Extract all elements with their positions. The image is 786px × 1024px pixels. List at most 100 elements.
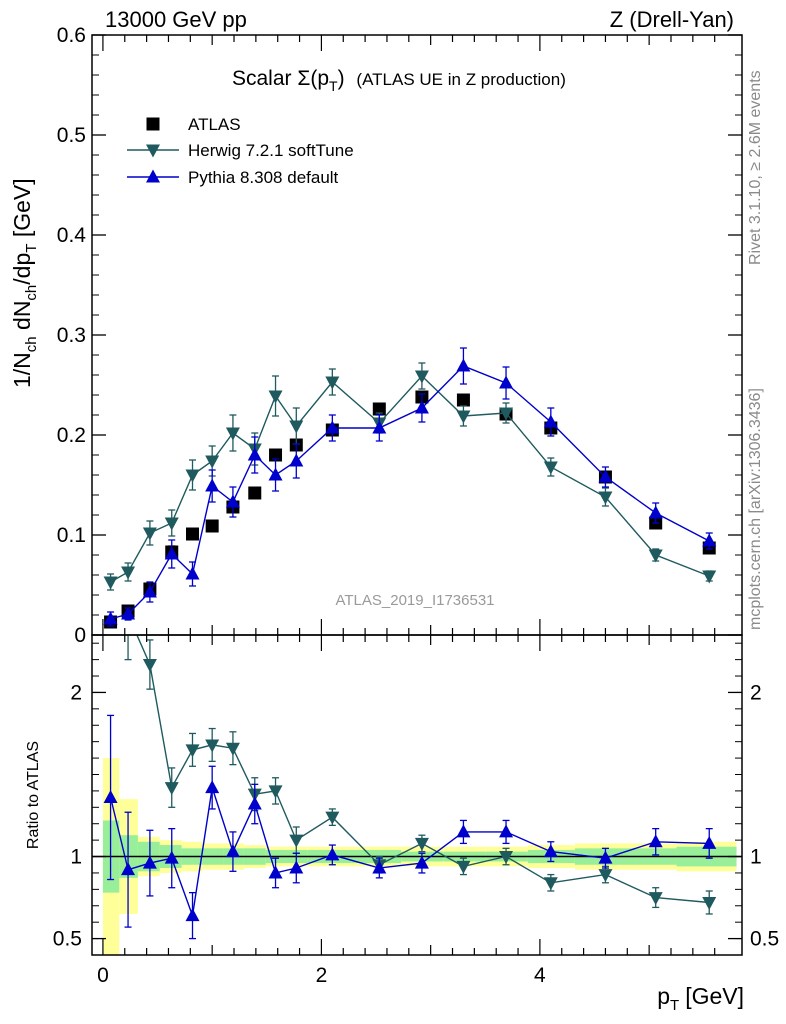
ratio-y-tick-label: 2 xyxy=(70,681,82,704)
legend: ATLAS Herwig 7.2.1 softTune Pythia 8.308 d… xyxy=(127,115,354,187)
data-point-herwig-7-2-1-softtune xyxy=(598,491,613,505)
data-point-herwig-7-2-1-softtune xyxy=(142,527,157,541)
ratio-point-herwig-7-2-1-softtune xyxy=(205,739,220,753)
x-axis-label: pT [GeV] xyxy=(657,983,744,1014)
main-x-axis xyxy=(102,35,716,635)
ratio-point-pythia-8-308-default xyxy=(289,860,304,874)
ratio-point-herwig-7-2-1-softtune xyxy=(598,869,613,883)
legend-label-herwig-7-2-1-softtune: Herwig 7.2.1 softTune xyxy=(188,141,354,160)
watermark: ATLAS_2019_I1736531 xyxy=(335,592,494,609)
legend-marker-atlas xyxy=(146,117,160,131)
data-point-pythia-8-308-default xyxy=(268,467,283,481)
header-left: 13000 GeV pp xyxy=(105,7,247,32)
ratio-y-tick-label-right: 0.5 xyxy=(750,928,779,951)
ratio-point-pythia-8-308-default xyxy=(247,796,262,810)
ratio-y-axis-label: Ratio to ATLAS xyxy=(25,741,42,849)
x-axis-label-sub: T xyxy=(670,997,679,1014)
plot-title-rest: (ATLAS UE in Z production) xyxy=(356,70,565,89)
ratio-point-pythia-8-308-default xyxy=(414,855,429,869)
ratio-series-herwig-7-2-1-softtune xyxy=(124,635,717,915)
data-point-pythia-8-308-default xyxy=(648,505,663,519)
ratio-point-herwig-7-2-1-softtune xyxy=(702,896,717,910)
ratio-point-herwig-7-2-1-softtune xyxy=(543,877,558,891)
data-point-atlas xyxy=(456,393,470,407)
ratio-y-tick-label-right: 1 xyxy=(750,846,762,869)
plot-title-close: ) xyxy=(338,67,345,90)
plot-title-main: Scalar Σ(p xyxy=(232,67,329,90)
y-tick-label: 0 xyxy=(74,624,86,647)
legend-marker-pythia-8-308-default xyxy=(146,169,160,183)
series-pythia-8-308-default xyxy=(103,347,717,627)
ratio-y-tick-label: 1 xyxy=(70,846,82,869)
ratio-point-pythia-8-308-default xyxy=(103,789,118,803)
ratio-point-herwig-7-2-1-softtune xyxy=(499,851,514,865)
data-point-atlas xyxy=(269,448,283,462)
main-y-axis-label: 1/Nch dNch/dpT [GeV] xyxy=(9,178,40,388)
data-point-herwig-7-2-1-softtune xyxy=(103,576,118,590)
ratio-x-axis: 0 2 4 xyxy=(97,635,716,987)
data-point-atlas xyxy=(248,486,262,500)
data-point-herwig-7-2-1-softtune xyxy=(414,370,429,384)
data-point-herwig-7-2-1-softtune xyxy=(543,461,558,475)
x-tick-label: 2 xyxy=(316,964,328,987)
data-point-atlas xyxy=(205,519,219,533)
ratio-point-herwig-7-2-1-softtune xyxy=(648,892,663,906)
data-point-herwig-7-2-1-softtune xyxy=(702,570,717,584)
data-point-atlas xyxy=(186,527,200,541)
ratio-point-pythia-8-308-default xyxy=(702,835,717,849)
ratio-point-herwig-7-2-1-softtune xyxy=(456,860,471,874)
ratio-point-herwig-7-2-1-softtune xyxy=(164,782,179,796)
ratio-point-pythia-8-308-default xyxy=(598,850,613,864)
x-axis-label-rest: [GeV] xyxy=(685,983,744,1009)
ratio-point-pythia-8-308-default xyxy=(268,865,283,879)
data-point-herwig-7-2-1-softtune xyxy=(268,390,283,404)
main-panel: 0 0.1 0.2 0.3 0.4 0.5 0.6 Scalar Σ(pT) (ATLAS … xyxy=(9,24,743,647)
data-point-pythia-8-308-default xyxy=(702,533,717,547)
y-tick-label: 0.6 xyxy=(57,24,86,47)
legend-entry-atlas: ATLAS xyxy=(146,115,241,134)
data-point-pythia-8-308-default xyxy=(185,566,200,580)
data-point-herwig-7-2-1-softtune xyxy=(185,469,200,483)
ratio-point-pythia-8-308-default xyxy=(185,908,200,922)
data-point-pythia-8-308-default xyxy=(142,584,157,598)
legend-label-atlas: ATLAS xyxy=(188,115,241,134)
ratio-point-pythia-8-308-default xyxy=(142,855,157,869)
ratio-point-pythia-8-308-default xyxy=(648,834,663,848)
ratio-y-tick-label-right: 2 xyxy=(750,681,762,704)
legend-label-pythia-8-308-default: Pythia 8.308 default xyxy=(188,168,339,187)
series-line-pythia-8-308-default xyxy=(110,365,710,620)
data-point-herwig-7-2-1-softtune xyxy=(121,566,136,580)
ratio-point-pythia-8-308-default xyxy=(225,844,240,858)
ratio-y-tick-label: 0.5 xyxy=(53,928,82,951)
series-herwig-7-2-1-softtune xyxy=(103,362,717,591)
data-point-pythia-8-308-default xyxy=(247,447,262,461)
data-point-pythia-8-308-default xyxy=(414,400,429,414)
ratio-series-pythia-8-308-default xyxy=(103,714,717,940)
side-label-rivet: Rivet 3.1.10, ≥ 2.6M events xyxy=(747,70,764,265)
ratio-point-pythia-8-308-default xyxy=(456,824,471,838)
data-point-atlas xyxy=(372,402,386,416)
main-y-axis: 0 0.1 0.2 0.3 0.4 0.5 0.6 xyxy=(57,24,742,647)
data-point-herwig-7-2-1-softtune xyxy=(499,407,514,421)
ratio-point-herwig-7-2-1-softtune xyxy=(289,834,304,848)
y-tick-label: 0.5 xyxy=(57,124,86,147)
data-point-pythia-8-308-default xyxy=(103,611,118,625)
side-label-mcplots: mcplots.cern.ch [arXiv:1306.3436] xyxy=(747,388,764,630)
data-point-herwig-7-2-1-softtune xyxy=(164,517,179,531)
ratio-frame xyxy=(91,634,743,956)
data-point-pythia-8-308-default xyxy=(543,414,558,428)
ratio-point-herwig-7-2-1-softtune xyxy=(325,811,340,825)
ratio-panel: 0.5 0.5 1 1 2 2 0 2 4 Ratio to ATLAS pT [GeV] xyxy=(25,634,779,1014)
ratio-point-herwig-7-2-1-softtune xyxy=(414,837,429,851)
data-point-pythia-8-308-default xyxy=(325,420,340,434)
header-right: Z (Drell-Yan) xyxy=(610,7,734,32)
ratio-data-layer xyxy=(103,635,717,940)
data-point-herwig-7-2-1-softtune xyxy=(205,455,220,469)
data-point-herwig-7-2-1-softtune xyxy=(648,549,663,563)
data-point-pythia-8-308-default xyxy=(456,358,471,372)
ratio-point-pythia-8-308-default xyxy=(543,844,558,858)
ratio-point-pythia-8-308-default xyxy=(499,824,514,838)
ratio-point-pythia-8-308-default xyxy=(121,862,136,876)
y-tick-label: 0.4 xyxy=(57,224,87,247)
